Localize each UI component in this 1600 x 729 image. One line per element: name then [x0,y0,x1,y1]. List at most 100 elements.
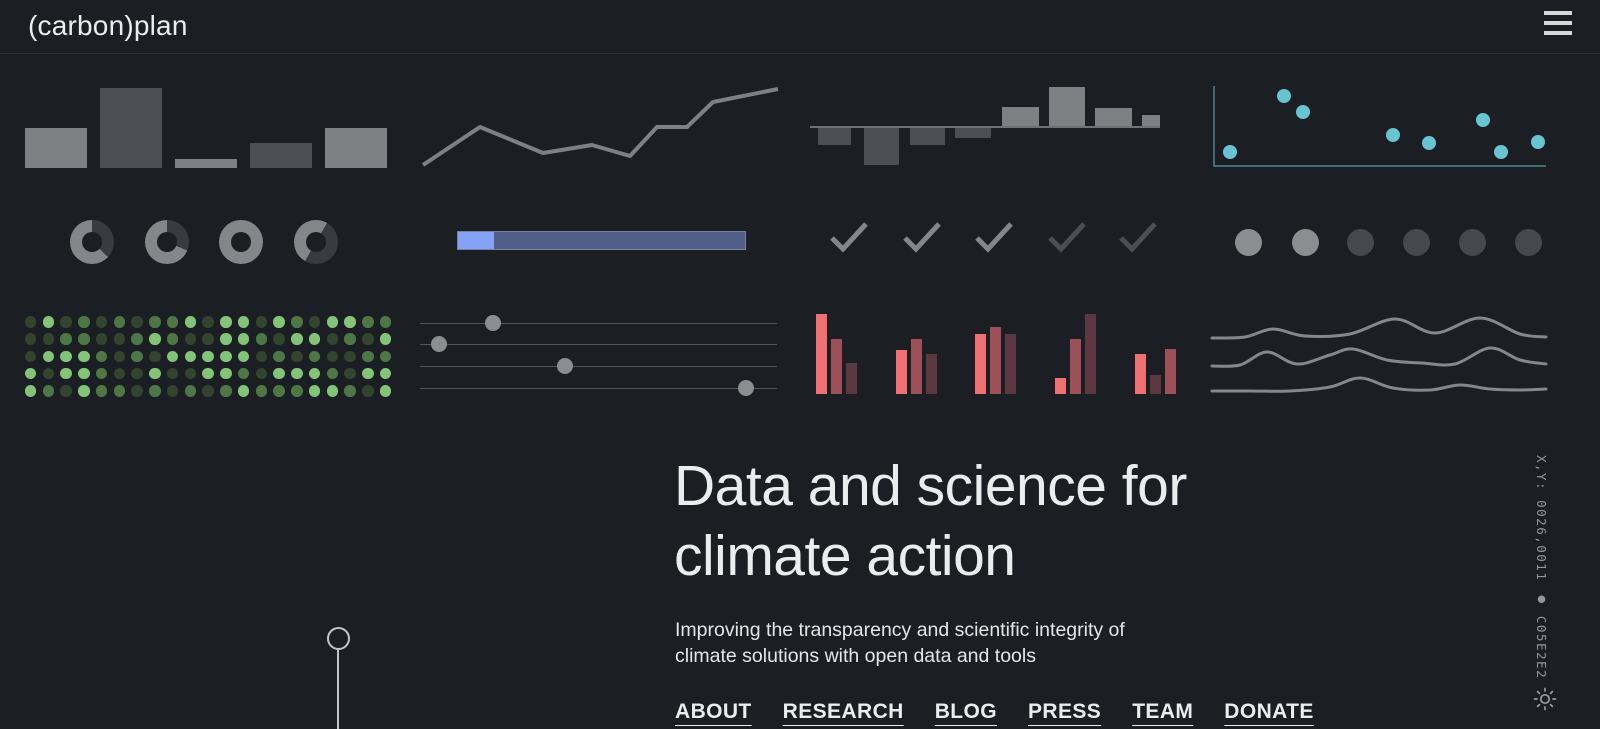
slider-knob[interactable] [738,380,754,396]
bar [250,143,312,168]
matrix-dot [95,350,108,363]
matrix-dot [362,333,374,345]
matrix-dot [113,367,125,380]
bar [25,128,87,168]
red-bar [990,327,1001,394]
matrix-dot [113,316,125,328]
matrix-dot [308,385,321,397]
nav-link-team[interactable]: TEAM [1132,700,1194,723]
matrix-dot [326,367,338,380]
matrix-dot [24,385,37,397]
slider-knob[interactable] [557,358,573,374]
matrix-dot [326,333,338,345]
red-bar [1165,349,1176,394]
hamburger-menu-icon[interactable] [1544,11,1572,35]
red-bar [1070,339,1081,394]
matrix-dot [202,367,214,380]
matrix-dot [184,350,196,363]
bar-chart-tile [24,78,387,168]
matrix-dot [95,333,108,345]
matrix-dot [273,316,285,328]
nav-link-press[interactable]: PRESS [1028,700,1102,723]
red-bar [896,350,907,394]
matrix-dot [220,385,232,397]
red-bar [975,334,986,394]
matrix-dot [166,385,179,397]
matrix-dot [237,316,250,328]
matrix-dot [255,367,267,380]
matrix-dot [166,316,179,328]
progress-track [457,231,746,250]
donut-chart [145,220,189,264]
matrix-dot [78,367,90,380]
red-bar [846,363,857,394]
dots-row-tile [1190,205,1550,275]
nav-link-about[interactable]: ABOUT [675,700,752,723]
matrix-dot [24,316,37,328]
pin-line [336,648,339,729]
dot-matrix-tile [24,303,392,397]
slider-knob[interactable] [431,336,447,352]
dot [1346,228,1374,256]
progress-fill [458,232,494,249]
matrix-dot [291,385,303,397]
logo[interactable]: (carbon)plan [28,10,188,41]
matrix-dot [149,316,161,328]
hero-subtitle: Improving the transparency and scientifi… [675,619,1125,667]
matrix-dot [308,333,321,345]
matrix-dot [113,333,125,345]
slider-track [420,366,777,367]
slider-track [420,323,777,324]
check-icon [902,221,942,253]
matrix-dot [362,385,374,397]
matrix-dot [149,333,161,345]
matrix-dot [78,350,90,363]
matrix-dot [237,385,250,397]
red-bar [831,339,842,394]
matrix-dot [131,316,143,328]
slider-track [420,344,777,345]
matrix-dot [273,367,285,380]
matrix-dot [149,385,161,397]
matrix-dot [184,385,196,397]
check-icon [1047,221,1087,253]
matrix-dot [326,316,338,328]
bar [175,159,237,168]
matrix-dot [131,385,143,397]
matrix-dot [78,333,90,345]
nav-link-blog[interactable]: BLOG [934,700,997,723]
dot [1402,228,1430,256]
red-bar [926,354,937,394]
slider-knob[interactable] [485,315,501,331]
nav-link-donate[interactable]: DONATE [1224,700,1314,723]
check-icon [1118,221,1158,253]
theme-toggle-button[interactable] [1533,687,1557,711]
matrix-dot [308,316,321,328]
matrix-dot [273,333,285,345]
donut-charts-tile [24,205,384,275]
coordinates-status: X,Y: 0026,0011 ● C05E2E2 [1534,455,1549,680]
matrix-dot [308,367,321,380]
dot [1458,228,1486,256]
matrix-dot [78,316,90,328]
check-icon [829,221,869,253]
hero-nav: ABOUT RESEARCH BLOG PRESS TEAM DONATE [675,700,1314,724]
nav-link-research[interactable]: RESEARCH [782,700,904,723]
bar [325,128,387,168]
matrix-dot [220,333,232,345]
sun-icon [1533,687,1557,711]
matrix-dot [362,367,374,380]
matrix-dot [60,385,72,397]
donut-chart [219,220,263,264]
matrix-dot [202,385,214,397]
matrix-dot [237,367,250,380]
line-chart-tile [414,78,779,168]
matrix-dot [362,316,374,328]
matrix-dot [379,316,392,328]
hamburger-bar [1544,21,1572,25]
matrix-dot [379,385,392,397]
matrix-dot [60,316,72,328]
matrix-dot [149,367,161,380]
matrix-dot [237,350,250,363]
